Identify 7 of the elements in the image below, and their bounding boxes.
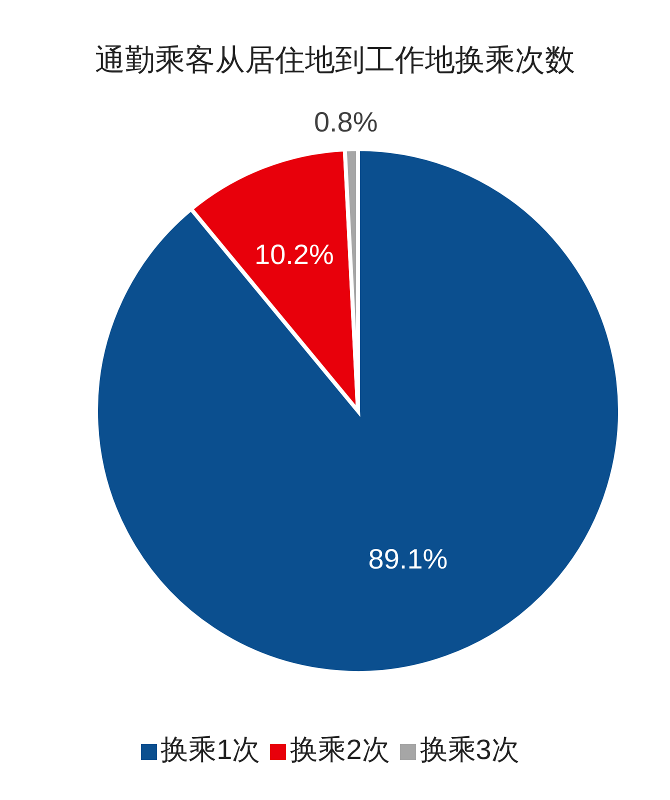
data-label: 0.8%	[314, 106, 378, 138]
legend-label: 换乘2次	[290, 734, 390, 765]
chart-title: 通勤乘客从居住地到工作地换乘次数	[94, 43, 576, 79]
data-label: 10.2%	[254, 239, 334, 270]
legend-label: 换乘3次	[420, 734, 520, 765]
data-label: 89.1%	[368, 543, 448, 574]
legend-label: 换乘1次	[160, 734, 260, 765]
